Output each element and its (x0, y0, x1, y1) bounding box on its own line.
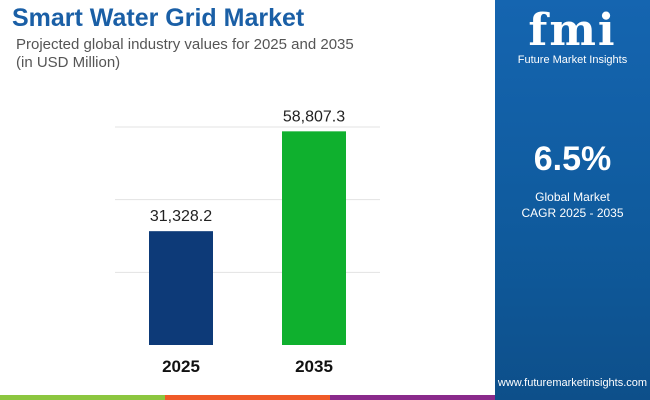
bar-2035 (282, 131, 346, 345)
cagr-value: 6.5% (533, 140, 612, 178)
info-panel: fmi Future Market Insights 6.5% Global M… (495, 0, 650, 400)
cagr-label: Global Market (535, 190, 610, 204)
logo-name: Future Market Insights (517, 54, 628, 66)
cagr-period: CAGR 2025 - 2035 (521, 206, 624, 220)
bar-chart: 31,328.2 2025 58,807.3 2035 (115, 108, 380, 376)
strip-green (0, 395, 165, 400)
bar-2025 (149, 231, 213, 345)
x-tick-2025: 2025 (162, 357, 200, 376)
chart-unit: (in USD Million) (16, 54, 121, 71)
strip-orange (165, 395, 330, 400)
chart-title: Smart Water Grid Market (12, 4, 305, 32)
data-label-2035: 58,807.3 (283, 108, 345, 125)
fmi-logo: fmi Future Market Insights (495, 5, 650, 67)
strip-purple (330, 395, 495, 400)
chart-subtitle: Projected global industry values for 202… (16, 36, 354, 53)
data-label-2025: 31,328.2 (150, 208, 212, 225)
logo-mark: fmi (528, 5, 617, 56)
website-link[interactable]: www.futuremarketinsights.com (497, 377, 648, 389)
x-tick-2035: 2035 (295, 357, 333, 376)
